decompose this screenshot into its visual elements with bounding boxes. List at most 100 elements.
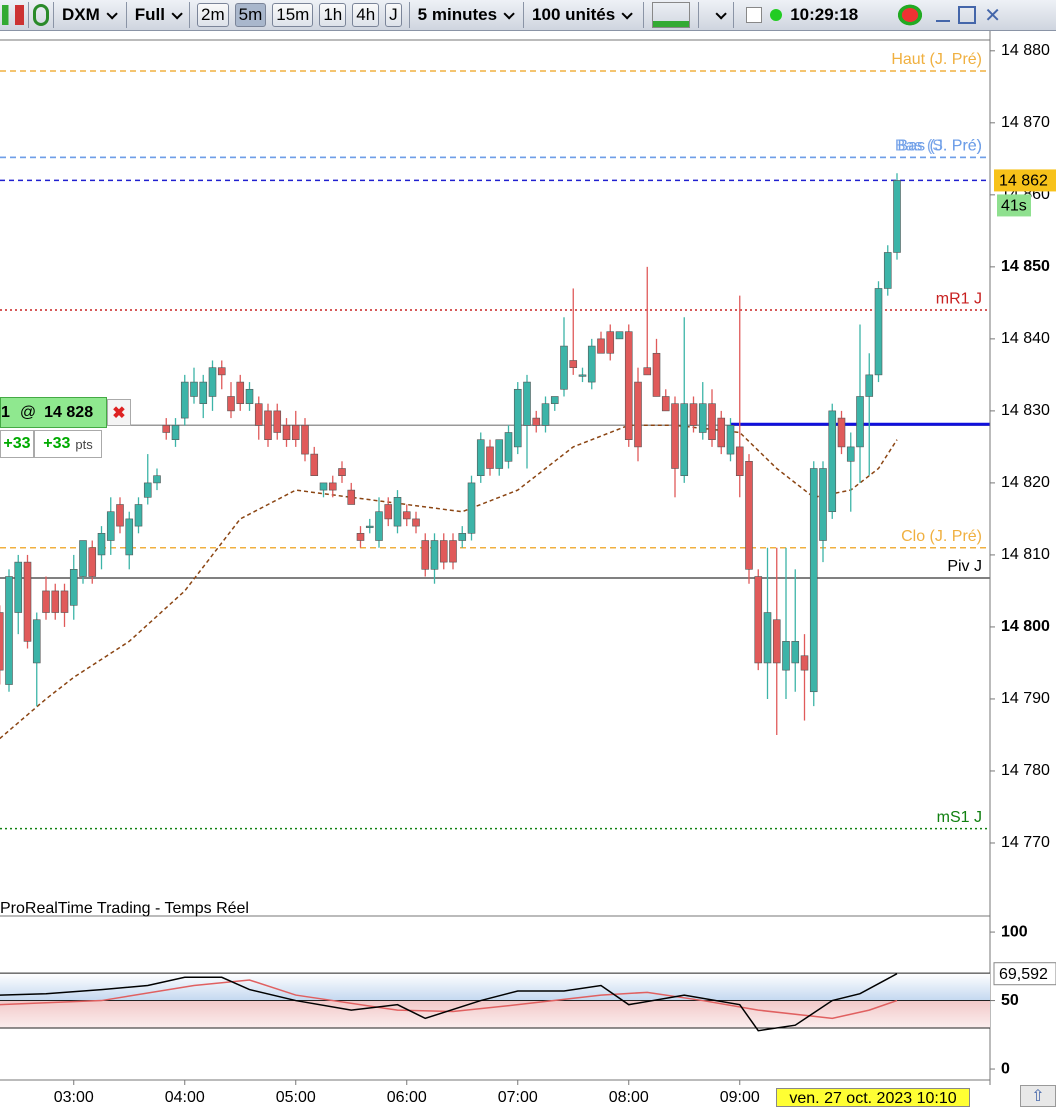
candle-body <box>726 424 735 455</box>
candle-body <box>791 641 800 664</box>
order-cancel[interactable]: ✖ <box>107 399 131 426</box>
candle-body <box>69 569 78 606</box>
candle-body <box>162 424 171 433</box>
order-pnl: +33 <box>0 430 34 458</box>
separator <box>53 2 54 28</box>
candle-body <box>79 540 87 577</box>
cursor-date: ven. 27 oct. 2023 10:10 <box>776 1088 970 1107</box>
icon-link[interactable] <box>33 4 49 26</box>
level-label: Bas (S. Pré) <box>895 138 982 155</box>
candle-body <box>338 468 346 476</box>
candle-body <box>735 446 744 476</box>
mode[interactable]: Full <box>135 5 179 25</box>
candle-body <box>846 446 855 462</box>
rsi-value-badge <box>993 962 1056 986</box>
candle-body <box>828 410 837 513</box>
candle-body <box>171 424 180 440</box>
y-tick-label: 50 <box>1001 992 1019 1009</box>
candle-body <box>837 417 846 448</box>
candle-body <box>23 561 32 642</box>
source: ProRealTime Trading - Temps Réel <box>0 900 249 917</box>
candle-body <box>227 396 235 412</box>
close[interactable]: ✕ <box>984 4 1002 27</box>
candle-body <box>652 352 661 397</box>
lower-band <box>0 1000 990 1028</box>
period-button[interactable]: 15m <box>272 3 314 27</box>
order-unit: pts <box>75 436 93 452</box>
candle-body <box>680 403 689 476</box>
candle-body <box>560 345 568 390</box>
order-box[interactable]: 1 @ 14 828 <box>0 397 107 428</box>
order-pnl-total-value: +33 <box>43 435 71 452</box>
minimize[interactable] <box>936 8 951 22</box>
x-tick-label: 07:00 <box>498 1089 538 1105</box>
candle-body <box>375 511 383 541</box>
separator <box>189 2 190 28</box>
candle-body <box>671 403 679 469</box>
candle-body <box>541 403 550 426</box>
candle-body <box>116 504 124 527</box>
period-button[interactable]: 2m <box>197 3 229 27</box>
candle-body <box>467 482 476 534</box>
candle-body <box>180 381 189 419</box>
scroll-button[interactable]: ⇧ <box>1020 1085 1056 1107</box>
candle-body <box>5 576 13 685</box>
y-tick-label: 14 790 <box>1001 690 1050 707</box>
candle-body <box>523 381 531 426</box>
candle-body <box>856 396 864 448</box>
candle-body <box>236 381 245 404</box>
symbol[interactable]: DXM <box>62 5 114 25</box>
period-button[interactable]: 5m <box>234 3 267 27</box>
candle-body <box>606 331 615 354</box>
icon-refresh[interactable] <box>896 3 925 27</box>
separator <box>523 2 525 28</box>
price-badge-label: 14 862 <box>999 173 1048 190</box>
candle-body <box>550 396 559 404</box>
x-tick-label: 05:00 <box>276 1089 316 1105</box>
candle-body <box>486 446 494 469</box>
candle-body <box>199 381 208 404</box>
more-menu[interactable] <box>709 5 723 25</box>
candle-body <box>717 417 726 448</box>
checkbox[interactable] <box>746 7 763 23</box>
level-label: Piv J <box>947 558 982 575</box>
y-tick-label: 100 <box>1001 923 1028 940</box>
separator <box>28 2 29 28</box>
candle-body <box>254 403 263 426</box>
candle-body <box>143 482 152 498</box>
candle-body <box>689 403 698 426</box>
candle-body <box>495 439 504 469</box>
candle-body <box>264 410 272 440</box>
y-tick-label: 0 <box>1001 1060 1010 1077</box>
icon-indicators[interactable] <box>652 2 691 28</box>
candle-body <box>893 180 901 253</box>
period-button[interactable]: 4h <box>352 3 380 27</box>
period-button[interactable]: 1h <box>319 3 347 27</box>
x-tick-label: 06:00 <box>387 1089 427 1105</box>
candle-body <box>772 619 781 664</box>
interval[interactable]: 5 minutes <box>418 5 511 25</box>
candle-body <box>800 655 809 671</box>
status-dot <box>770 9 783 21</box>
candle-body <box>393 497 402 527</box>
candle-body <box>782 641 790 671</box>
candle-body <box>412 518 420 527</box>
candle-body <box>421 540 430 570</box>
candle-body <box>14 561 23 613</box>
icon-chart[interactable] <box>2 5 24 25</box>
y-tick-label: 14 820 <box>1001 474 1050 491</box>
y-tick-label: 14 880 <box>1001 42 1050 59</box>
candle-body <box>578 374 587 377</box>
candle-body <box>245 388 254 404</box>
candle-body <box>134 504 143 527</box>
period-button[interactable]: J <box>385 3 402 27</box>
maximize[interactable] <box>958 6 977 24</box>
moving-average <box>0 424 898 740</box>
candle-body <box>874 288 883 376</box>
candle-body <box>365 525 374 528</box>
order-pnl-total: +33 pts <box>34 430 102 458</box>
clock: 10:29:18 <box>790 5 859 24</box>
units[interactable]: 100 unités <box>532 5 629 25</box>
